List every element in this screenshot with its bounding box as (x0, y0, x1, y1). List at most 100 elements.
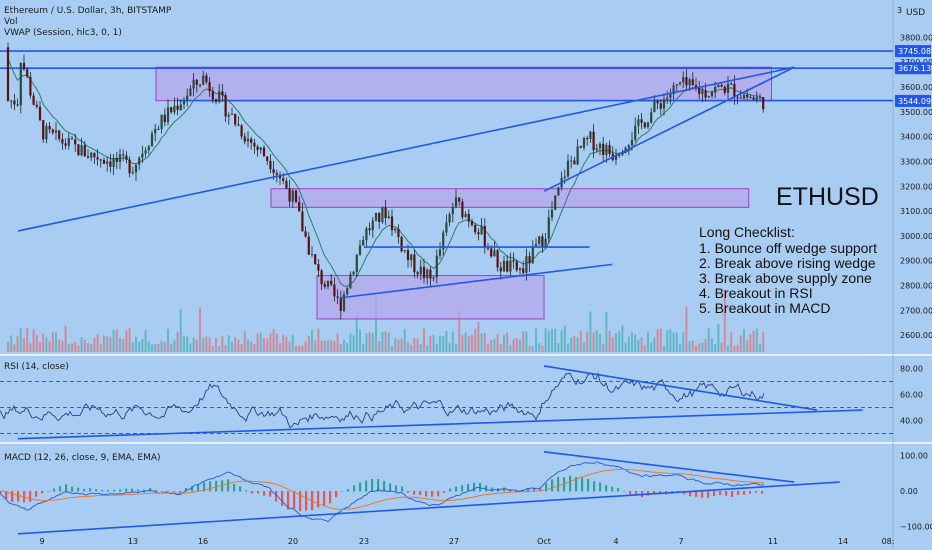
candle-body (157, 128, 160, 130)
candle-body (29, 76, 32, 96)
volume-bar (397, 339, 400, 352)
volume-bar (461, 334, 464, 352)
macd-histogram-bar (317, 491, 320, 508)
price-trendline (543, 66, 795, 192)
macd-histogram-bar (659, 491, 662, 494)
macd-histogram-bar (257, 491, 260, 494)
candle-body (115, 157, 118, 162)
volume-bar (451, 331, 454, 352)
volume-bar (371, 332, 374, 352)
volume-bar (551, 328, 553, 352)
volume-bar (314, 340, 317, 352)
candle-body (525, 256, 528, 273)
candle-body (342, 294, 346, 311)
macd-histogram-bar (599, 482, 602, 492)
price-levels (0, 50, 893, 102)
volume-bar (189, 343, 192, 352)
volume-bar (493, 338, 496, 352)
macd-histogram-bar (371, 478, 374, 492)
volume-bar (538, 343, 541, 352)
macd-histogram-bar (275, 491, 278, 502)
vwap-line (7, 57, 764, 287)
volume-bar (218, 345, 221, 352)
candle-body (544, 238, 547, 247)
candle-body (528, 256, 531, 264)
vol-label: Vol (4, 17, 17, 27)
candle-body (470, 221, 474, 225)
candle-body (579, 146, 582, 148)
candle-body (634, 125, 637, 140)
macd-histogram-bar (5, 491, 8, 499)
candle-body (650, 112, 653, 123)
candle-body (682, 77, 685, 83)
volume-bar (701, 342, 704, 352)
volume-bar (307, 335, 310, 352)
candle-body (662, 99, 666, 109)
macd-histogram-bar (485, 485, 488, 492)
volume-bar (669, 329, 672, 352)
candle-body (259, 147, 262, 150)
candle-body (371, 220, 374, 231)
candle-body (422, 266, 426, 279)
volume-bar (560, 330, 563, 352)
volume-bar (176, 331, 179, 352)
candle-body (653, 100, 656, 113)
candle-body (518, 268, 522, 271)
macd-histogram-bar (347, 489, 350, 492)
candle-body (374, 212, 378, 221)
volume-bar (720, 342, 723, 352)
volume-bar (83, 339, 86, 352)
candle-body (45, 125, 48, 140)
volume-bar (749, 333, 752, 352)
volume-bar (541, 345, 544, 352)
candle-body (243, 136, 246, 142)
volume-bar (608, 331, 611, 352)
volume-bar (714, 343, 717, 352)
candle-body (486, 247, 490, 249)
candle-body (723, 86, 726, 93)
candle-body (125, 155, 128, 160)
volume-bar (138, 341, 141, 352)
candle-body (698, 87, 701, 95)
time-tick-label: 08: (882, 537, 895, 546)
volume-bar (23, 338, 25, 352)
macd-histogram-bar (587, 479, 590, 492)
volume-bar (375, 295, 377, 352)
volume-bar (135, 336, 137, 352)
rsi-panel (0, 365, 893, 440)
volume-bar (183, 335, 185, 352)
candle-body (746, 94, 749, 98)
volume-bar (592, 332, 595, 352)
volume-bar (586, 331, 589, 352)
candle-body (499, 267, 502, 272)
volume-bar (624, 342, 627, 352)
price-label-box (895, 94, 931, 107)
candle-body (205, 75, 208, 83)
volume-bar (467, 336, 470, 352)
candle-body (410, 254, 413, 261)
candle-body (758, 97, 762, 99)
candle-body (576, 146, 579, 165)
volume-bar (400, 338, 403, 352)
macd-histogram-bar (377, 479, 380, 492)
candle-body (323, 284, 326, 287)
candle-body (675, 84, 678, 86)
volume-bar (272, 329, 275, 352)
candle-body (714, 86, 717, 93)
candle-body (515, 261, 518, 271)
volume-bar (317, 328, 320, 352)
candle-body (534, 243, 538, 247)
time-tick-label: 27 (449, 537, 459, 546)
macd-histogram-bar (455, 486, 458, 492)
macd-tick-label: 0.00 (900, 487, 918, 496)
volume-bar (605, 311, 608, 352)
macd-histogram-bar (743, 491, 746, 495)
volume-bar (685, 306, 688, 352)
candle-body (237, 124, 240, 126)
volume-bar (16, 335, 19, 352)
price-label-box (895, 45, 931, 58)
candle-body (413, 254, 416, 273)
checklist-item: 1. Bounce off wedge support (699, 240, 877, 256)
price-tick-label: 2900.00 (900, 257, 932, 266)
